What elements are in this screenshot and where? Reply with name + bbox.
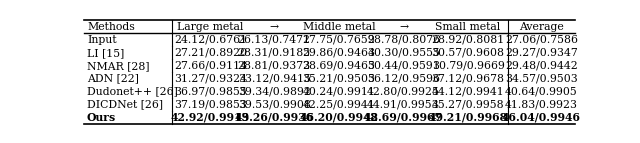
Text: 37.19/0.9853: 37.19/0.9853: [174, 100, 247, 110]
Text: LI [15]: LI [15]: [87, 48, 124, 58]
Text: NMAR [28]: NMAR [28]: [87, 61, 150, 71]
Text: 36.97/0.9855: 36.97/0.9855: [174, 87, 247, 97]
Text: Middle metal: Middle metal: [303, 22, 375, 32]
Text: 28.78/0.8076: 28.78/0.8076: [367, 35, 440, 45]
Text: 24.12/0.6761: 24.12/0.6761: [174, 35, 247, 45]
Text: 28.31/0.9185: 28.31/0.9185: [237, 48, 311, 58]
Text: 29.48/0.9442: 29.48/0.9442: [505, 61, 578, 71]
Text: Large metal: Large metal: [177, 22, 244, 32]
Text: 27.21/0.8920: 27.21/0.8920: [174, 48, 247, 58]
Text: 30.30/0.9555: 30.30/0.9555: [367, 48, 440, 58]
Text: 46.20/0.9942: 46.20/0.9942: [300, 112, 378, 123]
Text: 27.66/0.9114: 27.66/0.9114: [174, 61, 247, 71]
Text: →: →: [399, 22, 408, 32]
Text: 35.21/0.9505: 35.21/0.9505: [302, 74, 375, 84]
Text: Input: Input: [87, 35, 116, 45]
Text: 40.24/0.9911: 40.24/0.9911: [302, 87, 375, 97]
Text: 31.27/0.9324: 31.27/0.9324: [174, 74, 247, 84]
Text: 27.75/0.7659: 27.75/0.7659: [303, 35, 375, 45]
Text: 48.69/0.9967: 48.69/0.9967: [364, 112, 443, 123]
Text: 49.21/0.9968: 49.21/0.9968: [429, 112, 508, 123]
Text: 40.64/0.9905: 40.64/0.9905: [505, 87, 578, 97]
Text: Dudonet++ [26]: Dudonet++ [26]: [87, 87, 178, 97]
Text: 30.57/0.9608: 30.57/0.9608: [431, 48, 504, 58]
Text: 44.12/0.9941: 44.12/0.9941: [432, 87, 504, 97]
Text: 29.27/0.9347: 29.27/0.9347: [505, 48, 578, 58]
Text: 42.25/0.9941: 42.25/0.9941: [303, 100, 375, 110]
Text: 30.79/0.9669: 30.79/0.9669: [431, 61, 504, 71]
Text: Ours: Ours: [87, 112, 116, 123]
Text: 43.26/0.9936: 43.26/0.9936: [235, 112, 314, 123]
Text: 46.04/0.9946: 46.04/0.9946: [502, 112, 580, 123]
Text: 28.69/0.9465: 28.69/0.9465: [302, 61, 375, 71]
Text: 37.12/0.9678: 37.12/0.9678: [431, 74, 504, 84]
Text: 42.92/0.9919: 42.92/0.9919: [171, 112, 250, 123]
Text: 36.12/0.9596: 36.12/0.9596: [367, 74, 440, 84]
Text: 39.53/0.9908: 39.53/0.9908: [238, 100, 310, 110]
Text: 45.27/0.9958: 45.27/0.9958: [432, 100, 504, 110]
Text: 41.83/0.9923: 41.83/0.9923: [505, 100, 578, 110]
Text: 28.92/0.8081: 28.92/0.8081: [431, 35, 505, 45]
Text: 34.57/0.9503: 34.57/0.9503: [505, 74, 578, 84]
Text: 29.86/0.9464: 29.86/0.9464: [302, 48, 375, 58]
Text: 27.06/0.7586: 27.06/0.7586: [505, 35, 578, 45]
Text: 30.44/0.9591: 30.44/0.9591: [367, 61, 440, 71]
Text: →: →: [269, 22, 279, 32]
Text: 33.12/0.9415: 33.12/0.9415: [237, 74, 310, 84]
Text: DICDNet [26]: DICDNet [26]: [87, 100, 163, 110]
Text: 26.13/0.7471: 26.13/0.7471: [237, 35, 310, 45]
Text: Methods: Methods: [87, 22, 134, 32]
Text: 28.81/0.9373: 28.81/0.9373: [237, 61, 311, 71]
Text: Average: Average: [519, 22, 564, 32]
Text: 39.34/0.9892: 39.34/0.9892: [238, 87, 310, 97]
Text: 42.80/0.9925: 42.80/0.9925: [367, 87, 440, 97]
Text: 44.91/0.9953: 44.91/0.9953: [367, 100, 440, 110]
Text: ADN [22]: ADN [22]: [87, 74, 139, 84]
Text: Small metal: Small metal: [435, 22, 500, 32]
